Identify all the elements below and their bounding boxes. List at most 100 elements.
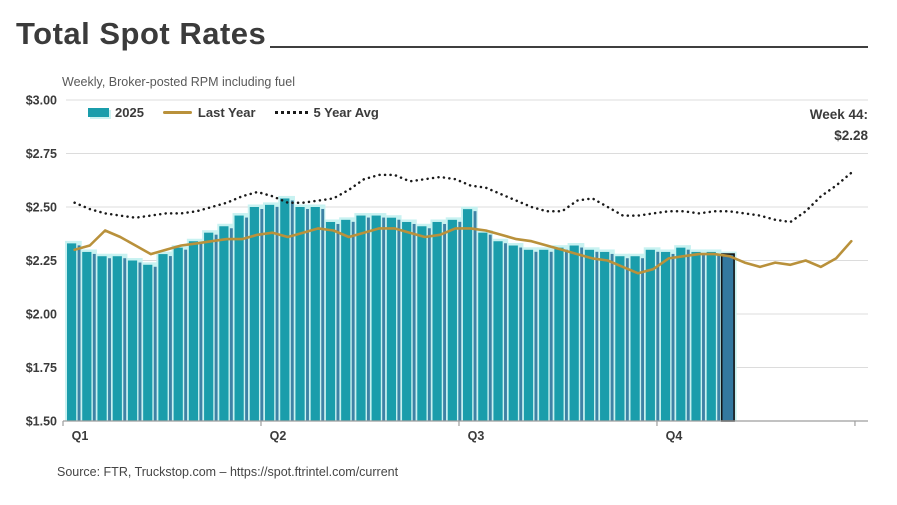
bar-shadow-stripe [534, 251, 538, 421]
bar-shadow-stripe [610, 253, 614, 421]
bar-week-10 [204, 232, 214, 421]
bar-shadow-stripe [92, 253, 96, 421]
bar-shadow-stripe [580, 247, 584, 421]
y-tick-label: $2.00 [26, 308, 57, 322]
bar-week-41 [676, 247, 686, 421]
x-tick-label-q4: Q4 [666, 429, 683, 443]
x-tick-label-q3: Q3 [468, 429, 485, 443]
bar-week-19 [341, 219, 351, 421]
bar-week-25 [432, 221, 442, 421]
source-credit: Source: FTR, Truckstop.com – https://spo… [57, 465, 399, 479]
bar-week-38 [630, 256, 640, 421]
bar-week-26 [447, 219, 457, 421]
bar-week-1 [67, 243, 77, 421]
bar-shadow-stripe [397, 219, 401, 421]
bar-shadow-stripe [702, 253, 705, 421]
bar-week-24 [417, 226, 427, 421]
y-axis-labels: $3.00 $2.75 $2.50 $2.25 $2.00 $1.75 $1.50 [26, 94, 57, 429]
bar-shadow-stripe [412, 223, 416, 421]
bar-shadow-stripe [458, 221, 462, 421]
bar-week-3 [97, 256, 107, 421]
bar-shadow-stripe [641, 258, 645, 421]
legend-label-5-year-avg: 5 Year Avg [313, 105, 379, 120]
y-tick-label: $1.75 [26, 361, 57, 375]
bar-week-13 [249, 207, 259, 421]
bar-shadow-stripe [275, 206, 279, 421]
bar-week-22 [386, 217, 397, 421]
bar-week-11 [219, 226, 229, 421]
bar-week-33 [554, 247, 564, 421]
bar-shadow-layer [77, 200, 721, 421]
bar-week-42 [691, 251, 701, 421]
bar-shadow-stripe [366, 217, 370, 421]
bar-week-28 [478, 232, 488, 421]
bar-shadow-stripe [443, 223, 447, 421]
bar-shadow-stripe [625, 258, 629, 421]
bar-week-34 [569, 245, 579, 421]
bar-week-16 [295, 207, 305, 421]
bar-shadow-stripe [488, 234, 492, 421]
bar-shadow-stripe [656, 251, 660, 421]
y-tick-label: $2.25 [26, 254, 57, 268]
bar-shadow-stripe [564, 249, 568, 421]
bar-week-6 [143, 264, 153, 421]
annotation-value: $2.28 [834, 128, 868, 143]
bar-week-29 [493, 241, 503, 421]
bar-shadow-stripe [214, 234, 218, 421]
line-swatch-icon [162, 111, 192, 114]
bar-week-30 [508, 245, 518, 421]
x-tick-label-q2: Q2 [270, 429, 287, 443]
bar-week-44-highlight [720, 253, 735, 422]
legend-item-last-year: Last Year [162, 105, 256, 120]
bar-week-15 [280, 198, 290, 421]
bar-shadow-stripe [382, 217, 386, 421]
bar-week-18 [325, 221, 336, 421]
bar-shadow-stripe [306, 209, 309, 421]
bar-week-20 [356, 215, 366, 421]
bar-week-4 [112, 256, 122, 421]
bar-week-14 [264, 204, 275, 421]
bar-shadow-stripe [123, 258, 127, 421]
title-underline [270, 46, 868, 48]
bar-week-32 [539, 249, 549, 421]
x-axis-labels: Q1 Q2 Q3 Q4 [72, 429, 683, 443]
bar-week-39 [645, 249, 655, 421]
bar-shadow-stripe [108, 258, 111, 421]
bar-week-43 [706, 251, 716, 421]
bar-week-36 [600, 251, 610, 421]
bar-shadow-stripe [717, 253, 721, 421]
bar-week-21 [371, 215, 381, 421]
bar-shadow-stripe [336, 223, 340, 421]
x-tick-label-q1: Q1 [72, 429, 89, 443]
bar-week-31 [523, 249, 534, 421]
bar-shadow-stripe [199, 243, 203, 421]
bar-swatch-icon [88, 108, 109, 117]
bar-week-7 [158, 254, 168, 421]
bar-shadow-stripe [473, 211, 477, 421]
bar-shadow-stripe [290, 200, 294, 421]
bar-shadow-stripe [504, 243, 507, 421]
legend-label-2025: 2025 [115, 105, 144, 120]
bar-shadow-stripe [427, 228, 431, 421]
y-tick-label: $1.50 [26, 415, 57, 429]
last-year-line [73, 227, 853, 275]
chart-subtitle: Weekly, Broker-posted RPM including fuel [62, 75, 295, 89]
bar-shadow-stripe [549, 251, 553, 421]
bar-shadow-stripe [671, 253, 675, 421]
bar-week-9 [188, 241, 199, 421]
legend: 2025 Last Year 5 Year Avg [88, 105, 379, 120]
legend-item-5-year-avg: 5 Year Avg [274, 105, 379, 120]
bar-shadow-stripe [519, 247, 523, 421]
header: Total Spot Rates [16, 16, 868, 52]
y-tick-label: $2.75 [26, 147, 57, 161]
page-title: Total Spot Rates [16, 16, 267, 51]
bar-shadow-stripe [686, 249, 690, 421]
bar-week-40 [660, 251, 671, 421]
bar-shadow-stripe [229, 228, 233, 421]
five-year-avg-line [73, 171, 853, 224]
legend-label-last-year: Last Year [197, 105, 256, 120]
bar-week-2 [82, 251, 92, 421]
bar-shadow-stripe [351, 221, 355, 421]
